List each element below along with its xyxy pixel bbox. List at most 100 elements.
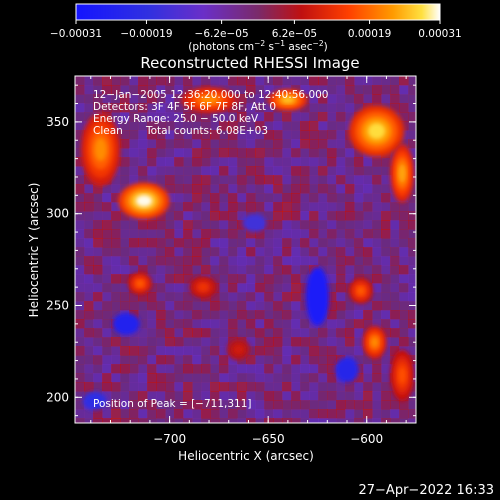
image-pixel: [201, 355, 211, 365]
image-pixel: [237, 256, 247, 266]
image-pixel: [129, 409, 139, 419]
image-pixel: [408, 328, 416, 338]
footer-timestamp: 27−Apr−2022 16:33: [359, 483, 495, 498]
image-pixel: [327, 238, 337, 248]
image-pixel: [219, 364, 229, 374]
image-pixel: [84, 355, 94, 365]
image-pixel: [246, 175, 256, 185]
image-pixel: [75, 184, 85, 194]
image-pixel: [102, 85, 112, 95]
image-pixel: [363, 94, 373, 104]
image-pixel: [408, 247, 416, 257]
image-pixel: [75, 418, 85, 423]
image-pixel: [192, 220, 202, 230]
image-pixel: [102, 184, 112, 194]
image-pixel: [336, 112, 346, 122]
image-pixel: [174, 238, 184, 248]
image-pixel: [264, 301, 274, 311]
image-pixel: [138, 265, 148, 275]
image-pixel: [255, 247, 265, 257]
image-pixel: [399, 220, 409, 230]
image-pixel: [336, 382, 346, 392]
image-pixel: [165, 121, 175, 131]
image-pixel: [390, 85, 400, 95]
image-pixel: [318, 265, 328, 275]
image-pixel: [192, 148, 202, 158]
image-pixel: [273, 274, 283, 284]
image-pixel: [138, 355, 148, 365]
image-pixel: [327, 175, 337, 185]
image-pixel: [174, 364, 184, 374]
image-pixel: [102, 364, 112, 374]
image-pixel: [399, 103, 409, 113]
image-pixel: [183, 337, 193, 347]
image-pixel: [210, 373, 220, 383]
image-pixel: [318, 220, 328, 230]
image-pixel: [318, 229, 328, 239]
image-pixel: [363, 175, 373, 185]
image-pixel: [309, 364, 319, 374]
image-pixel: [111, 337, 121, 347]
image-pixel: [147, 373, 157, 383]
image-pixel: [111, 202, 121, 212]
image-pixel: [273, 400, 283, 410]
x-tick-label: −700: [153, 432, 186, 446]
image-pixel: [129, 301, 139, 311]
image-pixel: [228, 364, 238, 374]
image-pixel: [75, 139, 85, 149]
image-pixel: [282, 364, 292, 374]
image-pixel: [354, 85, 364, 95]
image-pixel: [138, 373, 148, 383]
image-pixel: [219, 292, 229, 302]
image-pixel: [291, 238, 301, 248]
region-level: [198, 283, 208, 291]
image-pixel: [282, 328, 292, 338]
image-pixel: [138, 112, 148, 122]
image-pixel: [228, 319, 238, 329]
image-pixel: [309, 400, 319, 410]
image-pixel: [264, 76, 274, 86]
image-pixel: [255, 112, 265, 122]
image-pixel: [381, 193, 391, 203]
image-pixel: [192, 256, 202, 266]
image-pixel: [327, 400, 337, 410]
image-pixel: [264, 373, 274, 383]
image-pixel: [228, 355, 238, 365]
image-pixel: [372, 247, 382, 257]
image-pixel: [174, 400, 184, 410]
image-pixel: [300, 310, 310, 320]
image-pixel: [282, 193, 292, 203]
image-pixel: [336, 85, 346, 95]
image-pixel: [111, 391, 121, 401]
image-pixel: [390, 247, 400, 257]
image-pixel: [210, 328, 220, 338]
y-axis: 200 250 300 350: [46, 84, 416, 417]
image-pixel: [363, 355, 373, 365]
image-pixel: [156, 418, 166, 423]
image-pixel: [75, 301, 85, 311]
image-pixel: [228, 166, 238, 176]
image-pixel: [84, 265, 94, 275]
image-pixel: [183, 166, 193, 176]
image-pixel: [174, 130, 184, 140]
image-pixel: [165, 265, 175, 275]
image-pixel: [183, 76, 193, 86]
image-pixel: [183, 229, 193, 239]
image-pixel: [381, 76, 391, 86]
image-pixel: [228, 256, 238, 266]
image-pixel: [201, 364, 211, 374]
image-pixel: [372, 238, 382, 248]
image-pixel: [165, 85, 175, 95]
image-pixel: [102, 328, 112, 338]
image-pixel: [102, 238, 112, 248]
image-pixel: [129, 220, 139, 230]
image-pixel: [84, 301, 94, 311]
image-pixel: [219, 229, 229, 239]
image-pixel: [156, 139, 166, 149]
image-pixel: [264, 337, 274, 347]
annotation-counts: Total counts: 6.08E+03: [145, 125, 268, 137]
image-pixel: [318, 184, 328, 194]
image-pixel: [147, 274, 157, 284]
image-pixel: [120, 157, 130, 167]
image-pixel: [327, 139, 337, 149]
